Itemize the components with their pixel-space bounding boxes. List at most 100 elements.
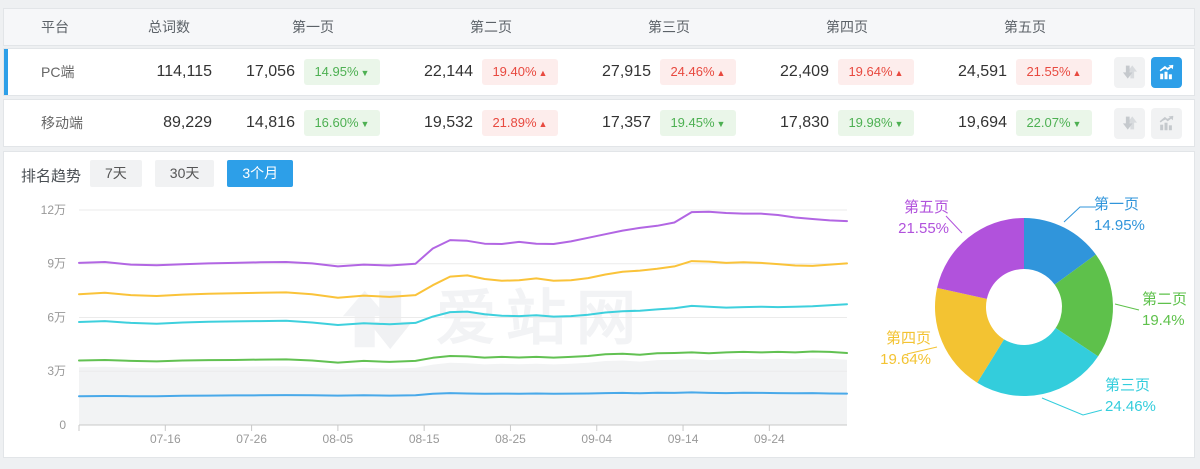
tab-3-months[interactable]: 3个月 (227, 160, 294, 187)
donut-slice[interactable] (1054, 254, 1113, 357)
x-tick-label: 08-15 (409, 432, 440, 446)
page-share-donut-chart[interactable]: 第一页 14.95% 第二页 19.4% 第三页 24.46% 第四页 19.6… (856, 184, 1196, 446)
page-cell: 17,357 19.45% (580, 110, 758, 136)
donut-label-page3: 第三页 24.46% (1105, 377, 1156, 415)
trend-arrow-icon (361, 68, 370, 78)
rank-trend-section: 排名趋势 7天 30天 3个月 爱站网 07-16 07-26 08-05 08-15… (3, 151, 1195, 458)
table-row-mobile[interactable]: 移动端 89,229 14,816 16.60% 19,532 21.89% 1… (3, 99, 1195, 147)
table-header: 平台 总词数 第一页 第二页 第三页 第四页 第五页 (3, 8, 1195, 46)
page-value: 27,915 (602, 63, 651, 80)
platform-label: 移动端 (41, 115, 83, 131)
table-row-pc[interactable]: PC端 114,115 17,056 14.95% 22,144 19.40% … (3, 48, 1195, 96)
change-pct: 19.40% (492, 64, 537, 79)
header-page3: 第三页 (648, 19, 690, 35)
trend-arrow-icon (1073, 119, 1082, 129)
change-pct: 24.46% (670, 64, 715, 79)
trend-chart-button[interactable] (1151, 107, 1182, 139)
row-actions (1114, 107, 1198, 139)
donut-slice[interactable] (937, 218, 1024, 299)
sort-button[interactable] (1114, 107, 1145, 139)
change-badge: 24.46% (659, 59, 736, 85)
trend-arrow-icon (717, 119, 726, 129)
change-pct: 19.45% (670, 115, 715, 130)
page-cell: 14,816 16.60% (224, 110, 402, 136)
watermark: 爱站网 (326, 278, 646, 360)
change-pct: 21.55% (1026, 64, 1071, 79)
page-value: 17,830 (780, 114, 829, 131)
total-words: 114,115 (156, 63, 212, 80)
change-badge: 19.45% (659, 110, 736, 136)
header-page4: 第四页 (826, 19, 868, 35)
change-badge: 22.07% (1015, 110, 1092, 136)
page-cell: 17,830 19.98% (758, 110, 936, 136)
change-badge: 14.95% (303, 59, 380, 85)
page-value: 24,591 (958, 63, 1007, 80)
x-tick-label: 09-24 (754, 432, 785, 446)
section-title: 排名趋势 (21, 168, 82, 185)
area-fill (79, 358, 847, 425)
trend-chart-button[interactable] (1151, 56, 1182, 88)
sort-button[interactable] (1114, 56, 1145, 88)
y-tick-label: 0 (59, 418, 66, 432)
y-tick-label: 6万 (47, 310, 66, 324)
header-page5: 第五页 (1004, 19, 1046, 35)
trend-arrow-icon (361, 119, 370, 129)
change-pct: 19.98% (848, 115, 893, 130)
page-value: 19,532 (424, 114, 473, 131)
header-page1: 第一页 (292, 19, 334, 35)
watermark-text: 爱站网 (436, 285, 646, 352)
trend-arrow-icon (539, 68, 548, 78)
page-cell: 19,694 22.07% (936, 110, 1114, 136)
trend-arrow-icon (895, 68, 904, 78)
page-value: 22,409 (780, 63, 829, 80)
trend-line (78, 303, 848, 326)
donut-canvas (906, 206, 1140, 416)
row-actions (1114, 56, 1198, 88)
donut-label-page4: 第四页 19.64% (880, 330, 931, 368)
y-tick-label: 9万 (47, 257, 66, 271)
change-badge: 21.89% (481, 110, 558, 136)
page-cell: 27,915 24.46% (580, 59, 758, 85)
change-badge: 19.98% (837, 110, 914, 136)
x-tick-label: 09-04 (581, 432, 612, 446)
x-tick-label: 07-26 (236, 432, 267, 446)
change-pct: 22.07% (1026, 115, 1071, 130)
change-badge: 19.40% (481, 59, 558, 85)
change-badge: 21.55% (1015, 59, 1092, 85)
line-chart-canvas: 07-16 07-26 08-05 08-15 08-25 09-04 09-14 09-24… (41, 203, 848, 446)
trend-line-chart[interactable]: 爱站网 07-16 07-26 08-05 08-15 08-25 09-04 09-14 0… (4, 186, 874, 458)
page-cell: 22,409 19.64% (758, 59, 936, 85)
tab-7-days[interactable]: 7天 (90, 160, 142, 187)
aizhan-logo-icon (342, 290, 413, 350)
donut-label-page1: 第一页 14.95% (1094, 196, 1145, 234)
trend-arrow-icon (539, 119, 548, 129)
page-value: 14,816 (246, 114, 295, 131)
x-tick-label: 08-05 (323, 432, 354, 446)
page-value: 22,144 (424, 63, 473, 80)
page-cell: 19,532 21.89% (402, 110, 580, 136)
change-badge: 16.60% (303, 110, 380, 136)
x-tick-label: 08-25 (495, 432, 526, 446)
period-tabs: 7天 30天 3个月 (90, 160, 294, 187)
change-pct: 19.64% (848, 64, 893, 79)
page-cell: 22,144 19.40% (402, 59, 580, 85)
trend-arrow-icon (895, 119, 904, 129)
donut-slice[interactable] (977, 328, 1099, 396)
donut-slice[interactable] (1024, 218, 1096, 285)
trend-line (78, 210, 848, 268)
change-badge: 19.64% (837, 59, 914, 85)
page-value: 19,694 (958, 114, 1007, 131)
trend-arrow-icon (1073, 68, 1082, 78)
header-platform: 平台 (41, 19, 69, 35)
y-tick-label: 3万 (47, 364, 66, 378)
tab-30-days[interactable]: 30天 (154, 160, 215, 187)
platform-label: PC端 (41, 64, 75, 80)
donut-slice[interactable] (935, 287, 1005, 383)
page-cell: 24,591 21.55% (936, 59, 1114, 85)
header-total: 总词数 (148, 19, 190, 35)
donut-label-page2: 第二页 19.4% (1142, 291, 1188, 329)
y-tick-label: 12万 (41, 203, 66, 217)
change-pct: 14.95% (314, 64, 359, 79)
page-value: 17,357 (602, 114, 651, 131)
